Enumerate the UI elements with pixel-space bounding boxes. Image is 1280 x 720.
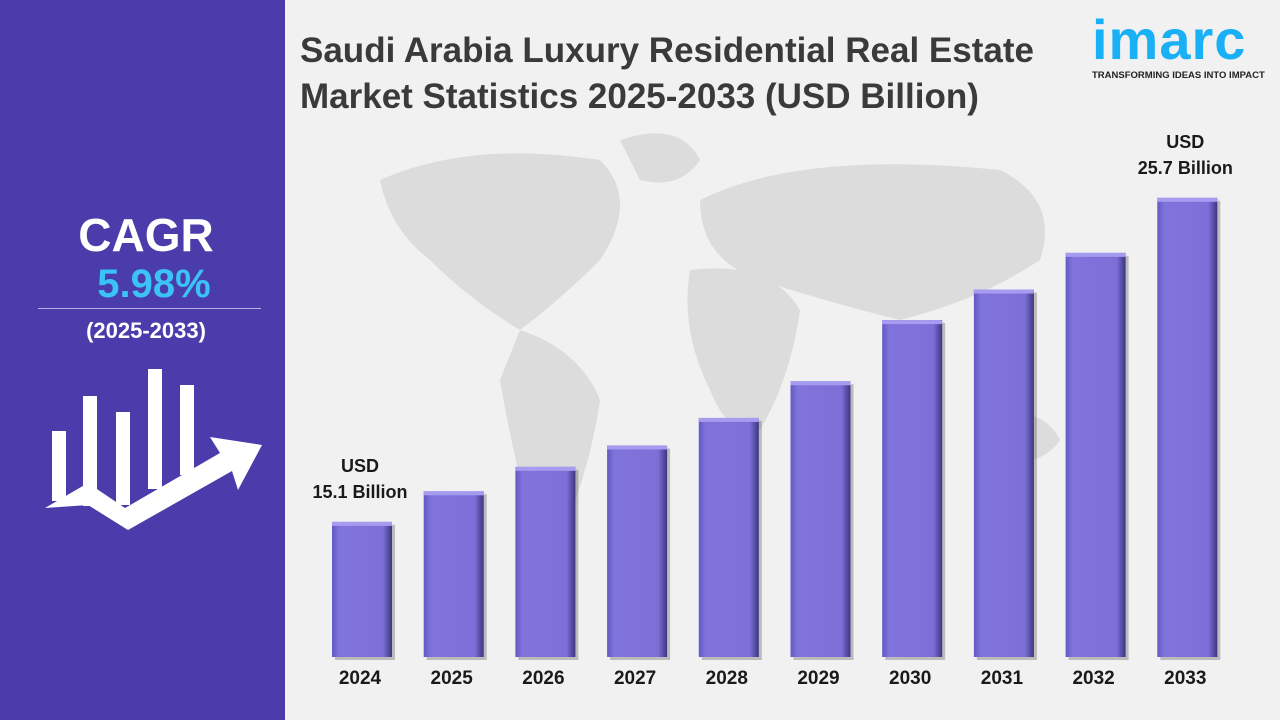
bar-2033 <box>1157 197 1218 657</box>
x-tick-label: 2029 <box>797 668 839 689</box>
annotation-line1: USD <box>341 456 379 476</box>
cagr-value: 5.98% <box>97 262 211 306</box>
logo-word: imarc <box>1092 8 1247 71</box>
bar-top-2033 <box>1157 197 1218 202</box>
bar-2025 <box>423 491 484 657</box>
imarc-logo: imarc TRANSFORMING IDEAS INTO IMPACT <box>1092 8 1265 81</box>
bar-top-2031 <box>973 289 1034 294</box>
x-tick-label: 2033 <box>1164 668 1206 689</box>
x-tick-label: 2025 <box>431 668 474 689</box>
bar-2032 <box>1065 252 1126 657</box>
bar-2027 <box>607 445 668 657</box>
x-tick-label: 2028 <box>706 668 748 689</box>
bar-2024 <box>332 521 392 657</box>
logo-tagline: TRANSFORMING IDEAS INTO IMPACT <box>1092 70 1265 81</box>
cagr-label: CAGR <box>78 209 214 261</box>
annotation-line2: 15.1 Billion <box>312 482 407 502</box>
divider <box>38 308 261 309</box>
page-title: Saudi Arabia Luxury Residential Real Est… <box>300 31 1034 116</box>
annotation-line2: 25.7 Billion <box>1138 158 1233 178</box>
x-tick-label: 2031 <box>981 668 1024 689</box>
bar-top-2029 <box>790 381 851 386</box>
bar-top-2024 <box>332 521 392 526</box>
bar-top-2028 <box>698 417 759 422</box>
bar-2026 <box>515 466 576 657</box>
bar-2031 <box>973 289 1034 657</box>
growth-chart-arrow-icon <box>45 369 262 530</box>
bar-top-2027 <box>607 445 668 450</box>
cagr-panel: CAGR 5.98% (2025-2033) <box>0 0 285 720</box>
cagr-period: (2025-2033) <box>86 318 206 343</box>
bar-top-2025 <box>423 491 484 496</box>
x-tick-label: 2026 <box>522 668 564 689</box>
bar-top-2032 <box>1065 252 1126 257</box>
bar-top-2026 <box>515 466 576 471</box>
bar-2030 <box>882 320 943 657</box>
bar-2028 <box>698 417 759 657</box>
x-tick-label: 2027 <box>614 668 656 689</box>
x-tick-label: 2024 <box>339 668 382 689</box>
bar-2029 <box>790 381 851 657</box>
bar-top-2030 <box>882 320 943 325</box>
annotation-line1: USD <box>1166 132 1204 152</box>
x-tick-label: 2032 <box>1072 668 1114 689</box>
x-tick-label: 2030 <box>889 668 931 689</box>
